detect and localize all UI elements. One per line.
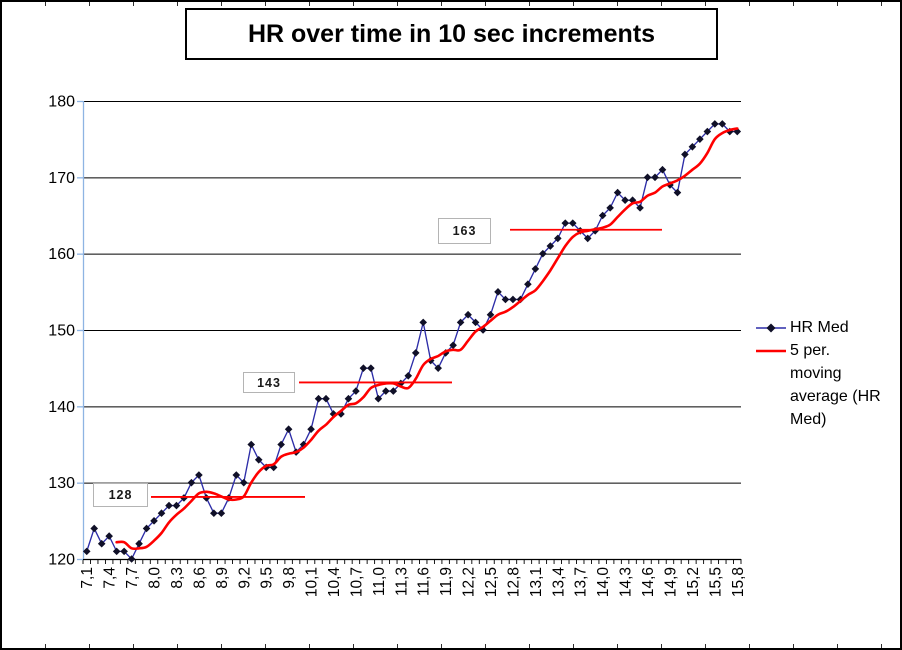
x-tick-label: 13,7 [573, 567, 590, 597]
worksheet-column-ticks-bottom [2, 644, 900, 648]
gridlines [83, 101, 741, 484]
x-tick-label: 13,1 [528, 567, 545, 597]
x-tick-label: 12,2 [461, 567, 478, 597]
x-tick-label: 13,4 [550, 567, 567, 598]
x-tick-label: 14,0 [595, 567, 612, 598]
x-tick-label: 14,3 [618, 567, 635, 597]
x-tick-label: 15,2 [685, 567, 702, 597]
hr-med-markers [82, 120, 742, 563]
x-axis [82, 558, 742, 564]
annotation-label: 128 [108, 488, 133, 502]
y-tick-label: 130 [48, 475, 75, 492]
x-tick-labels: 7,1 7,4 7,7 8,0 8,3 8,6 8,9 9,2 9,5 9,8 10,1 10,4 10… [79, 567, 747, 598]
y-tick-label: 170 [48, 170, 75, 187]
chart-title-box: HR over time in 10 sec increments [185, 8, 718, 60]
x-tick-label: 12,5 [483, 567, 500, 597]
y-tick-label: 160 [48, 246, 75, 263]
x-tick-label: 15,8 [730, 567, 747, 597]
x-tick-label: 7,1 [79, 567, 96, 589]
x-tick-label: 8,9 [214, 567, 231, 589]
moving-average-series-icon [756, 349, 786, 353]
annotation-label: 163 [452, 224, 477, 238]
x-tick-label: 9,8 [281, 567, 298, 589]
x-tick-label: 8,3 [169, 567, 186, 589]
legend-label-moving-average: 5 per. moving average (HR Med) [790, 342, 881, 428]
y-tick-label: 180 [48, 94, 75, 111]
x-tick-label: 12,8 [505, 567, 522, 597]
x-tick-label: 11,3 [393, 567, 410, 596]
x-tick-label: 11,9 [438, 567, 455, 596]
x-tick-label: 14,9 [662, 567, 679, 597]
x-tick-label: 7,4 [102, 567, 119, 589]
x-tick-label: 14,6 [640, 567, 657, 597]
x-tick-label: 9,2 [236, 567, 253, 589]
y-tick-label: 120 [48, 552, 75, 569]
y-tick-label: 140 [48, 399, 75, 416]
x-tick-label: 11,6 [416, 567, 433, 596]
x-tick-label: 8,6 [191, 567, 208, 589]
x-tick-label: 7,7 [124, 567, 141, 589]
annotation-box-143: 143 [243, 372, 295, 393]
x-tick-label: 15,5 [707, 567, 724, 597]
legend-label-hr-med: HR Med [790, 319, 849, 336]
hr-med-line [86, 123, 738, 561]
legend: HR Med 5 per. moving average (HR Med) [756, 316, 896, 431]
y-tick-label: 150 [48, 323, 75, 340]
worksheet-column-ticks-top [2, 2, 900, 6]
x-tick-label: 10,7 [348, 567, 365, 597]
chart-title: HR over time in 10 sec increments [247, 19, 656, 48]
annotation-label: 143 [257, 375, 281, 390]
annotation-box-163: 163 [438, 218, 491, 244]
y-axis: 120 130 140 150 160 170 180 [48, 94, 85, 569]
annotation-box-128: 128 [93, 483, 148, 507]
legend-item-moving-average: 5 per. moving average (HR Med) [756, 339, 896, 431]
hr-med-series-icon [756, 323, 786, 333]
x-tick-label: 8,0 [147, 567, 164, 589]
legend-item-hr-med: HR Med [756, 316, 896, 339]
x-tick-label: 10,4 [326, 567, 343, 598]
x-tick-label: 10,1 [304, 567, 321, 597]
x-tick-label: 9,5 [259, 567, 276, 589]
x-tick-label: 11,0 [371, 567, 388, 596]
